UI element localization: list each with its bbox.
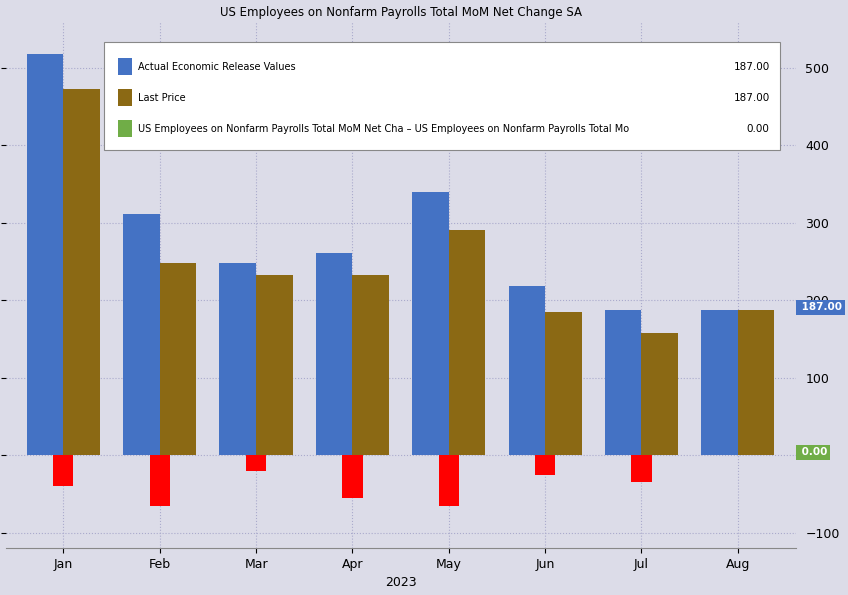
Text: 0.00: 0.00 [747, 124, 770, 134]
Bar [159, 263, 197, 455]
Bar [123, 214, 159, 455]
Bar [632, 455, 651, 483]
Bar [545, 312, 582, 455]
Bar [353, 275, 389, 455]
Bar [605, 310, 641, 455]
Bar [412, 192, 449, 455]
Bar [438, 455, 459, 506]
Bar [641, 333, 678, 455]
Text: 187.00: 187.00 [734, 62, 770, 71]
Title: US Employees on Nonfarm Payrolls Total MoM Net Change SA: US Employees on Nonfarm Payrolls Total M… [220, 5, 582, 18]
Bar [118, 120, 132, 137]
Bar [246, 455, 266, 471]
Bar [64, 89, 100, 455]
Text: 187.00: 187.00 [799, 302, 842, 312]
Bar [449, 230, 485, 455]
Bar [27, 54, 64, 455]
Bar [738, 310, 774, 455]
Bar [343, 455, 362, 498]
Bar [53, 455, 74, 486]
Text: 187.00: 187.00 [734, 93, 770, 103]
Text: US Employees on Nonfarm Payrolls Total MoM Net Cha – US Employees on Nonfarm Pay: US Employees on Nonfarm Payrolls Total M… [138, 124, 629, 134]
Text: Actual Economic Release Values: Actual Economic Release Values [138, 62, 296, 71]
Bar [701, 310, 738, 455]
Bar [118, 89, 132, 106]
FancyBboxPatch shape [104, 42, 780, 151]
Text: 0.00: 0.00 [799, 447, 828, 457]
Bar [118, 58, 132, 75]
Bar [256, 275, 293, 455]
X-axis label: 2023: 2023 [385, 577, 416, 590]
Text: Last Price: Last Price [138, 93, 186, 103]
Bar [535, 455, 555, 475]
Bar [315, 253, 353, 455]
Bar [149, 455, 170, 506]
Bar [509, 286, 545, 455]
Bar [220, 263, 256, 455]
